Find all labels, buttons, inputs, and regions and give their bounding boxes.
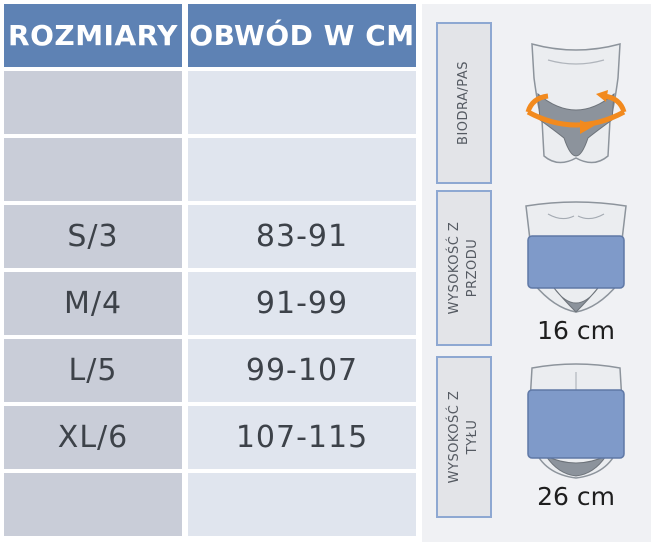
back-height-label: WYSOKOŚĆ Z TYŁU (446, 391, 482, 484)
front-label-line1: WYSOKOŚĆ Z (447, 221, 462, 315)
size-cell: M/4 (4, 272, 182, 335)
range-cell: 91-99 (188, 272, 416, 335)
back-torso-icon (527, 363, 625, 479)
range-cell (188, 473, 416, 536)
size-cell (4, 71, 182, 134)
front-label-line2: PRZODU (465, 238, 480, 298)
back-height-value: 26 cm (537, 482, 615, 511)
hip-torso-icon (525, 43, 627, 164)
header-circumference: OBWÓD W CM (188, 4, 416, 67)
table-row (4, 473, 416, 536)
back-label-line1: WYSOKOŚĆ Z (447, 390, 462, 484)
range-cell: 99-107 (188, 339, 416, 402)
table-row: L/5 99-107 (4, 339, 416, 402)
range-cell (188, 71, 416, 134)
hip-label: BIODRA/PAS (456, 61, 471, 145)
table-row (4, 71, 416, 134)
header-sizes: ROZMIARY (4, 4, 182, 67)
size-cell (4, 138, 182, 201)
range-cell (188, 138, 416, 201)
range-cell: 107-115 (188, 406, 416, 469)
table-row: S/3 83-91 (4, 205, 416, 268)
size-cell: XL/6 (4, 406, 182, 469)
front-height-label-box: WYSOKOŚĆ Z PRZODU (436, 190, 492, 346)
size-cell: L/5 (4, 339, 182, 402)
front-height-label: WYSOKOŚĆ Z PRZODU (446, 222, 482, 315)
table-row (4, 138, 416, 201)
hip-label-box: BIODRA/PAS (436, 22, 492, 184)
table-row: M/4 91-99 (4, 272, 416, 335)
size-table: ROZMIARY OBWÓD W CM S/3 83-91 M/4 91-99 … (4, 4, 416, 540)
table-header-row: ROZMIARY OBWÓD W CM (4, 4, 416, 67)
size-cell (4, 473, 182, 536)
back-label-line2: TYŁU (465, 419, 480, 455)
back-height-label-box: WYSOKOŚĆ Z TYŁU (436, 356, 492, 518)
table-row: XL/6 107-115 (4, 406, 416, 469)
size-cell: S/3 (4, 205, 182, 268)
range-cell: 83-91 (188, 205, 416, 268)
front-height-value: 16 cm (537, 316, 615, 345)
measurement-panel: BIODRA/PAS WYSOKOŚĆ Z PRZODU 16 cm WYSOKO… (422, 4, 651, 542)
front-torso-icon (525, 201, 627, 313)
